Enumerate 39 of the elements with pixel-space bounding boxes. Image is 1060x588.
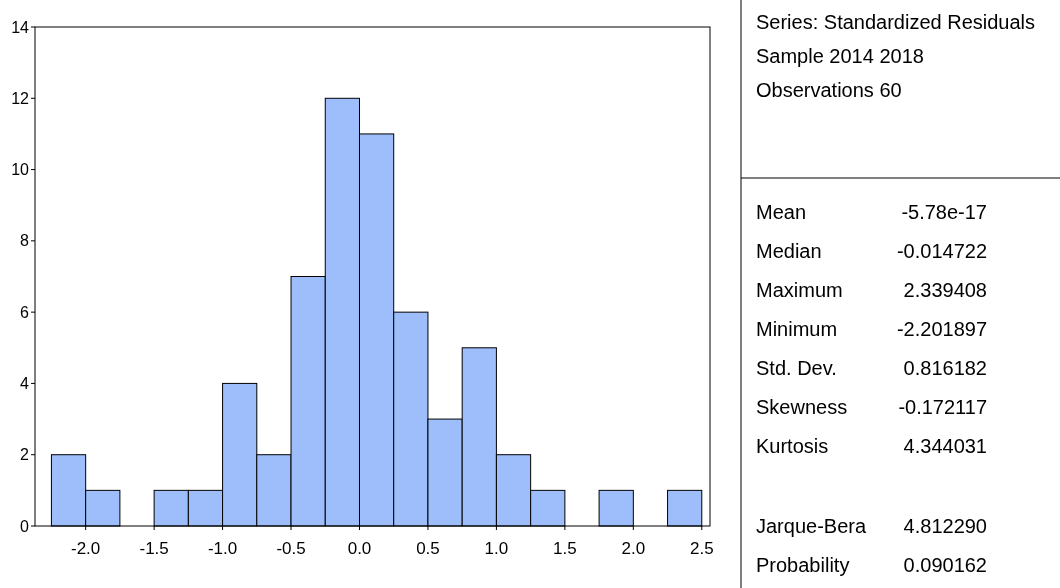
y-tick-label: 2 [20, 446, 30, 464]
y-tick-label: 6 [20, 303, 30, 321]
y-tick-label: 0 [20, 517, 30, 535]
text: Skewness [756, 396, 848, 418]
text: 4.344031 [903, 435, 987, 457]
text: Sample 2014 2018 [756, 45, 924, 67]
text: 2.339408 [903, 279, 987, 301]
text: -5.78e-17 [901, 201, 987, 223]
text: -2.201897 [896, 318, 987, 340]
y-tick-label: 8 [20, 232, 30, 250]
text: Mean [756, 201, 807, 223]
text: 0.090162 [903, 554, 987, 576]
text: Series: Standardized Residuals [756, 11, 1036, 33]
x-tick-label: -1.5 [139, 539, 169, 558]
x-tick-label: -2.0 [71, 539, 101, 558]
text: Maximum [756, 279, 843, 301]
x-tick-label: 1.5 [553, 539, 577, 558]
text: -0.172117 [898, 396, 987, 418]
text: Std. Dev. [756, 357, 837, 379]
x-tick-label: 2.5 [689, 539, 714, 558]
text: 0.816182 [903, 357, 987, 379]
text: Probability [756, 554, 850, 576]
text: Median [756, 240, 822, 262]
text: Jarque-Bera [756, 515, 867, 537]
x-tick-label: -0.5 [276, 539, 306, 558]
y-tick-label: 4 [20, 375, 30, 393]
y-tick-label: 12 [11, 89, 30, 107]
text: Minimum [756, 318, 838, 340]
x-tick-label: 1.0 [484, 539, 509, 558]
x-tick-label: 0.5 [416, 539, 440, 558]
text: 4.812290 [903, 515, 987, 537]
text: -0.014722 [896, 240, 987, 262]
y-tick-label: 14 [11, 18, 30, 36]
x-tick-label: 2.0 [621, 539, 646, 558]
text: Observations 60 [756, 79, 902, 101]
x-tick-label: -1.0 [207, 539, 238, 558]
text: Kurtosis [756, 435, 829, 457]
y-tick-label: 10 [11, 161, 30, 179]
x-tick-label: 0.0 [347, 539, 372, 558]
